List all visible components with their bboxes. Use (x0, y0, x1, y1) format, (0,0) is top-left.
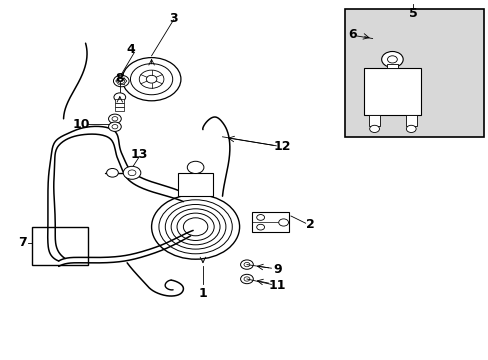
Circle shape (128, 170, 136, 176)
Circle shape (123, 166, 141, 179)
Circle shape (151, 194, 239, 259)
Text: 4: 4 (126, 43, 135, 56)
FancyBboxPatch shape (251, 212, 288, 232)
Circle shape (381, 51, 402, 67)
Text: 9: 9 (273, 263, 282, 276)
Text: 10: 10 (73, 118, 90, 131)
Bar (368, 115, 379, 126)
Text: 5: 5 (408, 7, 417, 20)
Circle shape (369, 125, 379, 132)
Circle shape (122, 58, 181, 101)
Circle shape (106, 168, 118, 177)
Circle shape (240, 260, 253, 269)
Circle shape (278, 219, 288, 226)
Bar (386, 64, 397, 68)
Circle shape (108, 122, 121, 131)
Text: 11: 11 (268, 279, 286, 292)
Circle shape (244, 277, 249, 281)
Circle shape (240, 274, 253, 284)
Circle shape (118, 78, 124, 84)
Bar (115, 99, 124, 103)
Circle shape (256, 224, 264, 230)
Text: 13: 13 (130, 148, 148, 161)
Text: 8: 8 (115, 72, 124, 85)
Circle shape (146, 75, 157, 83)
Circle shape (130, 64, 172, 95)
Bar (364, 68, 420, 115)
Text: 12: 12 (273, 140, 291, 153)
Circle shape (244, 262, 249, 267)
Circle shape (256, 215, 264, 220)
Circle shape (112, 125, 118, 129)
Circle shape (113, 75, 129, 87)
Circle shape (386, 56, 396, 63)
Text: 6: 6 (347, 28, 356, 41)
Circle shape (406, 125, 415, 132)
Bar (344, 9, 483, 137)
Text: 7: 7 (18, 237, 26, 249)
Bar (32, 227, 88, 265)
Circle shape (187, 161, 203, 174)
Bar (115, 103, 124, 107)
Bar (115, 107, 124, 111)
Text: 3: 3 (169, 12, 178, 25)
Circle shape (114, 93, 125, 102)
Text: 1: 1 (198, 287, 207, 300)
Bar (178, 173, 212, 196)
Text: 2: 2 (305, 219, 314, 231)
Circle shape (108, 114, 121, 123)
Circle shape (139, 70, 163, 88)
Circle shape (112, 117, 118, 121)
Bar (405, 115, 416, 126)
